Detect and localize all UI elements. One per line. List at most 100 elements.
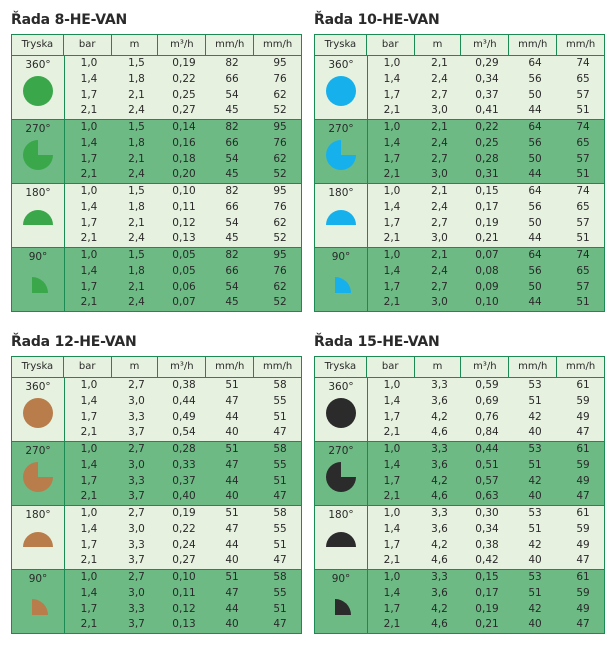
table-cell: 2,4	[431, 264, 448, 277]
series-title: Řada 8-HE-VAN	[11, 12, 128, 28]
table-cell: 4,2	[431, 474, 448, 487]
table-cell: 53	[528, 443, 542, 455]
table-cell: 2,1	[431, 57, 448, 69]
table-cell: 53	[528, 379, 542, 391]
table-cell: 0,14	[172, 121, 196, 133]
table-cell: 2,7	[431, 216, 448, 229]
table-cell: 1,4	[383, 586, 401, 599]
table-row: 2,1 3,7 0,13 40 47	[65, 617, 304, 633]
nozzle-cell: 90°	[315, 248, 368, 311]
table-cell: 0,28	[172, 443, 196, 455]
table-cell: 0,15	[475, 571, 499, 583]
block-rows: 1,0 3,3 0,30 53 61 1,4 3,6 0,34 51 59 1,7 4,2 0,38 42…	[368, 506, 607, 569]
block-rows: 1,0 2,1 0,22 64 74 1,4 2,4 0,25 56 65 1,7 2,7 0,28 50…	[368, 120, 607, 183]
block-rows: 1,0 3,3 0,59 53 61 1,4 3,6 0,69 51 59 1,7 4,2 0,76 42…	[368, 378, 607, 441]
table-cell: 51	[528, 586, 542, 599]
table-cell: 2,1	[80, 618, 98, 631]
table-cell: 1,0	[383, 379, 401, 391]
performance-table: Tryska bar m m³/h mm/h mm/h 360° 1,0 2,7 0,38 51 58…	[11, 356, 302, 634]
table-cell: 4,6	[431, 426, 448, 439]
table-cell: 57	[576, 152, 590, 165]
table-cell: 51	[576, 232, 590, 245]
table-cell: 47	[225, 586, 239, 599]
table-cell: 1,4	[383, 136, 401, 149]
nozzle-cell: 360°	[315, 56, 368, 119]
block-rows: 1,0 1,5 0,05 82 95 1,4 1,8 0,05 66 76 1,7 2,1 0,06 54…	[65, 248, 304, 311]
table-cell: 57	[576, 280, 590, 293]
table-row: 2,1 2,4 0,07 45 52	[65, 295, 304, 311]
table-cell: 1,4	[80, 136, 98, 149]
column-header: mm/h	[205, 357, 253, 377]
table-cell: 4,6	[431, 618, 448, 631]
table-cell: 2,7	[128, 507, 145, 519]
block-rows: 1,0 3,3 0,15 53 61 1,4 3,6 0,17 51 59 1,7 4,2 0,19 42…	[368, 570, 607, 633]
table-cell: 0,40	[172, 490, 196, 503]
table-cell: 0,11	[172, 586, 196, 599]
table-cell: 47	[225, 522, 239, 535]
table-row: 1,0 2,7 0,19 51 58	[65, 506, 304, 522]
table-cell: 3,0	[431, 296, 448, 309]
table-cell: 0,27	[172, 104, 196, 117]
nozzle-arc-block: 360° 1,0 3,3 0,59 53 61 1,4 3,6 0,69 51 59 1,7 4,2 0,…	[315, 378, 604, 441]
table-cell: 3,0	[128, 586, 145, 599]
table-cell: 50	[528, 152, 542, 165]
table-cell: 47	[273, 554, 287, 567]
block-rows: 1,0 1,5 0,10 82 95 1,4 1,8 0,11 66 76 1,7 2,1 0,12 54…	[65, 184, 304, 247]
nozzle-cell: 360°	[315, 378, 368, 441]
table-row: 2,1 2,4 0,27 45 52	[65, 103, 304, 119]
nozzle-arc-block: 270° 1,0 3,3 0,44 53 61 1,4 3,6 0,51 51 59 1,7 4,2 0,…	[315, 441, 604, 505]
table-cell: 57	[576, 216, 590, 229]
table-cell: 47	[576, 554, 590, 567]
table-cell: 47	[273, 426, 287, 439]
table-cell: 47	[225, 458, 239, 471]
table-cell: 0,54	[172, 426, 196, 439]
table-cell: 0,19	[172, 57, 196, 69]
table-cell: 51	[576, 168, 590, 181]
column-header: m³/h	[157, 35, 205, 55]
table-cell: 3,7	[128, 426, 145, 439]
table-cell: 54	[225, 152, 239, 165]
nozzle-arc-label: 360°	[25, 59, 51, 71]
table-cell: 50	[528, 216, 542, 229]
table-cell: 1,4	[80, 586, 98, 599]
table-cell: 49	[576, 602, 590, 615]
table-cell: 2,7	[431, 152, 448, 165]
table-row: 1,0 3,3 0,30 53 61	[368, 506, 607, 522]
table-cell: 1,0	[383, 249, 401, 261]
table-cell: 1,0	[383, 121, 401, 133]
table-cell: 51	[576, 104, 590, 117]
table-cell: 0,10	[475, 296, 499, 309]
performance-table: Tryska bar m m³/h mm/h mm/h 360° 1,0 2,1 0,29 64 74…	[314, 34, 605, 312]
table-cell: 4,6	[431, 490, 448, 503]
table-cell: 0,17	[475, 200, 499, 213]
table-cell: 3,3	[431, 443, 448, 455]
nozzle-arc-label: 180°	[328, 509, 354, 521]
table-cell: 3,3	[431, 571, 448, 583]
table-cell: 40	[528, 618, 542, 631]
table-cell: 1,0	[383, 443, 401, 455]
table-cell: 0,84	[475, 426, 499, 439]
table-cell: 1,7	[80, 410, 98, 423]
table-row: 1,0 2,7 0,28 51 58	[65, 442, 304, 458]
table-row: 1,4 2,4 0,08 56 65	[368, 264, 607, 280]
table-cell: 1,0	[80, 249, 98, 261]
table-cell: 40	[225, 618, 239, 631]
table-cell: 0,51	[475, 458, 499, 471]
table-cell: 3,0	[431, 104, 448, 117]
table-cell: 2,7	[431, 280, 448, 293]
table-cell: 0,12	[172, 602, 196, 615]
table-row: 1,0 2,1 0,15 64 74	[368, 184, 607, 200]
table-cell: 0,57	[475, 474, 499, 487]
table-cell: 44	[225, 602, 239, 615]
table-cell: 1,4	[80, 522, 98, 535]
table-cell: 0,37	[475, 88, 499, 101]
table-cell: 0,09	[475, 280, 499, 293]
column-header: Tryska	[324, 39, 357, 50]
table-row: 1,0 1,5 0,05 82 95	[65, 248, 304, 264]
table-cell: 49	[576, 474, 590, 487]
table-cell: 0,38	[475, 538, 499, 551]
table-cell: 1,8	[128, 72, 145, 85]
table-row: 1,7 4,2 0,57 42 49	[368, 474, 607, 490]
table-cell: 0,49	[172, 410, 196, 423]
nozzle-arc-block: 360° 1,0 1,5 0,19 82 95 1,4 1,8 0,22 66 76 1,7 2,1 0,…	[12, 56, 301, 119]
